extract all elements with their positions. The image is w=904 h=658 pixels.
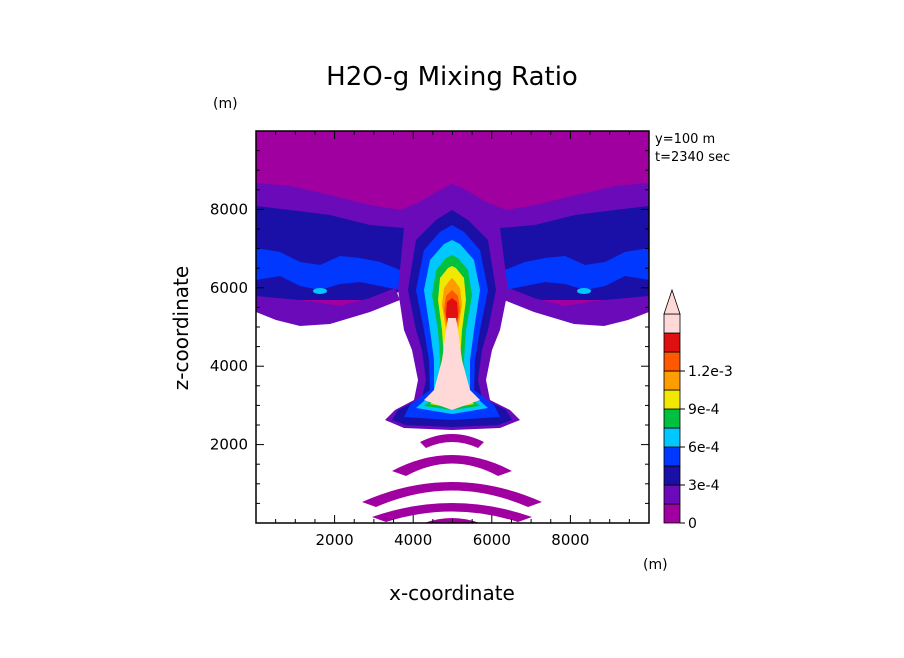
wave-band-0 [392, 455, 512, 476]
colorbar-swatch-9 [663, 332, 681, 353]
colorbar-label: 9e-4 [688, 402, 720, 418]
y-axis-title: z-coordinate [169, 266, 193, 390]
colorbar-swatch-1 [663, 484, 681, 505]
colorbar-swatch-10 [663, 313, 681, 334]
y-tick-label: 6000 [210, 279, 248, 297]
colorbar: 0 3e-4 6e-4 9e-4 1.2e-3 [663, 288, 733, 532]
wave-band-top [420, 434, 484, 448]
chart-title: H2O-g Mixing Ratio [326, 62, 578, 92]
y-tick-label: 4000 [210, 357, 248, 375]
fringe-right [504, 288, 649, 326]
band-3-left [256, 248, 400, 290]
colorbar-label: 3e-4 [688, 478, 720, 494]
wave-band-1 [362, 482, 542, 507]
x-axis-unit: (m) [643, 557, 668, 573]
colorbar-swatch-6 [663, 389, 681, 410]
x-tick-label: 4000 [394, 531, 432, 549]
x-tick-label: 6000 [473, 531, 511, 549]
y-axis-unit: (m) [213, 96, 238, 112]
axis-ticks: 2000 4000 6000 8000 2000 4000 6000 8000 [210, 130, 650, 549]
band-3-right [505, 248, 649, 290]
colorbar-swatch-5 [663, 408, 681, 429]
colorbar-swatch-7 [663, 370, 681, 391]
x-tick-label: 8000 [551, 531, 589, 549]
x-axis-title: x-coordinate [389, 581, 515, 605]
colorbar-swatch-8 [663, 351, 681, 372]
y-tick-label: 8000 [210, 200, 248, 218]
y-tick-label: 2000 [210, 436, 248, 454]
x-tick-label: 2000 [316, 531, 354, 549]
cyan-spot-left [313, 288, 327, 294]
colorbar-label: 6e-4 [688, 440, 720, 456]
annotation-y: y=100 m [655, 132, 715, 147]
colorbar-label: 0 [688, 516, 697, 532]
colorbar-swatch-0 [663, 503, 681, 524]
colorbar-extend-arrow [663, 288, 681, 315]
cyan-spot-right [577, 288, 591, 294]
annotation-t: t=2340 sec [655, 150, 730, 165]
colorbar-label: 1.2e-3 [688, 364, 733, 380]
contour-fill [256, 131, 649, 523]
colorbar-swatch-3 [663, 446, 681, 467]
wave-band-2 [372, 503, 532, 522]
colorbar-swatch-2 [663, 465, 681, 486]
fringe-left [256, 288, 400, 326]
plume-band-9 [424, 318, 480, 410]
colorbar-swatch-4 [663, 427, 681, 448]
